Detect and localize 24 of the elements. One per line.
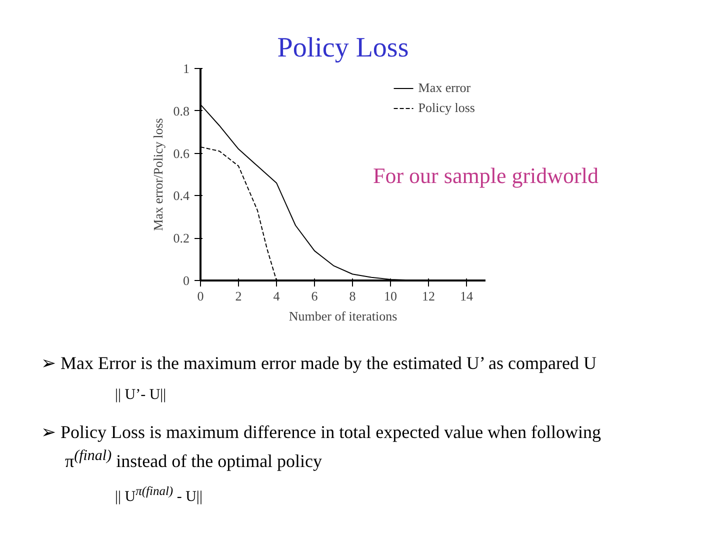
x-tick-label: 0 [197, 288, 204, 304]
text: ➢ Policy Loss is maximum difference in total expected value when following π$^{(final)}$ instead of the optimal policy [41, 421, 602, 473]
y-tick-label: 0.2 [173, 230, 190, 246]
y-tick-label: 0 [183, 273, 190, 288]
annotation: For our sample gridworld [373, 163, 598, 188]
y-tick-label: 1 [183, 61, 190, 76]
chart-title: Policy Loss [277, 32, 409, 64]
legend-label: Policy loss [418, 100, 475, 116]
x-tick-label: 4 [273, 288, 280, 304]
x-tick-label: 14 [460, 288, 474, 304]
y-tick-label: 0.6 [173, 146, 190, 161]
x-tick-label: 6 [311, 288, 318, 304]
x-axis-title: Number of iterations [288, 308, 398, 324]
y-axis-title: Max error/Policy loss [150, 118, 166, 231]
x-tick-label: 8 [349, 288, 356, 304]
y-tick-label: 0.4 [173, 188, 190, 204]
text: || U$^{π(final)}$ - U|| [115, 482, 204, 507]
legend-label: Max error [418, 80, 471, 96]
text: || U’- U|| [115, 386, 168, 405]
text: ➢ Max Error is the maximum error made by the estimated U’ as compared U [41, 352, 598, 375]
y-tick-label: 0.8 [173, 103, 190, 118]
x-tick-label: 2 [235, 288, 242, 304]
x-tick-label: 12 [422, 288, 435, 304]
x-tick-label: 10 [384, 288, 397, 304]
